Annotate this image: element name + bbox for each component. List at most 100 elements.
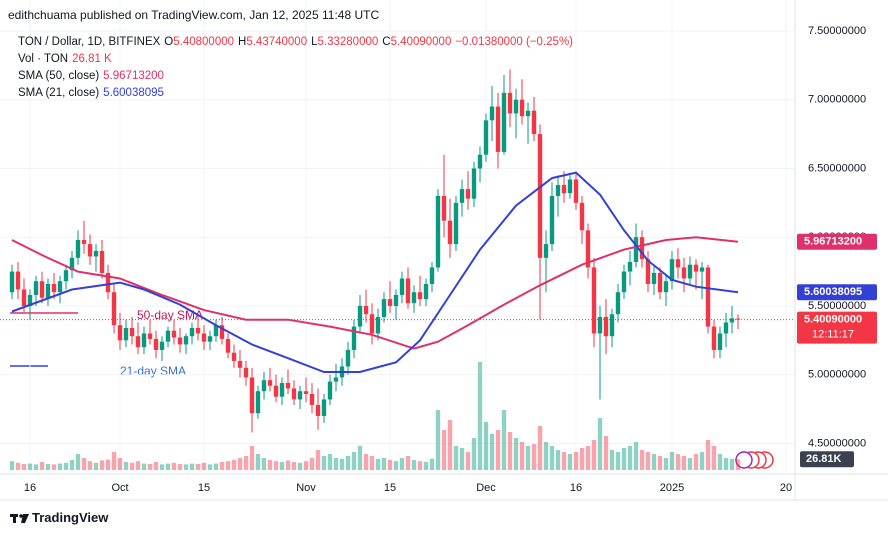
candle-body [603,316,609,337]
candle-body [639,237,645,260]
candle-body [45,283,51,298]
volume-bar [525,446,531,470]
volume-legend: Vol · TON 26.81 K [18,53,116,65]
candle-body [327,381,333,400]
candle-body [33,281,39,295]
x-tick-label: 20 [780,482,792,494]
volume-badge-label: 26.81K [806,453,842,465]
price-badge [797,311,877,344]
quote-value: 5.40800000 [173,36,235,48]
volume-bar [399,458,405,470]
candle-body [633,237,639,262]
candle-body [165,330,171,342]
volume-bar [705,440,711,470]
volume-bar [711,446,717,470]
candle-body [465,189,471,199]
candle-body [375,316,381,334]
x-tick-label: Dec [476,482,496,494]
candle-body [453,202,459,245]
volume-bar [543,442,549,470]
candle-body [189,327,195,337]
volume-bar [81,458,87,470]
candle-body [483,120,489,155]
candle-body [225,338,231,353]
volume-bar [615,452,621,470]
candle-body [573,179,579,203]
candle-body [525,110,531,117]
volume-bar [99,460,105,470]
candle-body [507,92,513,114]
volume-bar [345,456,351,470]
y-tick-label: 6.50000000 [808,162,866,174]
candle-body [381,299,387,317]
volume-bar [87,461,93,470]
volume-bar [273,461,279,470]
price-badge [797,233,877,250]
volume-bar [171,462,177,470]
candle-body [417,292,423,300]
x-tick-label: 15 [198,482,210,494]
candle-body [699,267,705,272]
volume-bar [267,460,273,470]
volume-bar [177,464,183,470]
legend-value: 5.96713200 [103,70,164,82]
volume-bar [423,462,429,470]
volume-bar [117,458,123,470]
legend-label: Vol · TON [18,53,69,65]
volume-bar [315,450,321,470]
candle-body [429,267,435,284]
quote-label: L [311,36,318,48]
volume-bar [291,462,297,470]
quote-value: 5.43740000 [246,36,308,48]
volume-bar [165,463,171,470]
volume-bar [15,462,21,470]
volume-bar [159,464,165,470]
volume-bar [237,458,243,470]
candle-body [393,294,399,306]
volume-bar [363,454,369,470]
volume-bar [135,461,141,470]
volume-bar [681,456,687,470]
countdown: 12:11:17 [812,328,854,340]
candle-body [387,299,393,306]
candle-body [561,184,567,194]
events-icon [735,451,774,469]
candle-body [357,305,363,327]
volume-bar [147,464,153,470]
publisher: edithchuama published on TradingView.com… [8,8,380,22]
volume-bar [21,464,27,470]
y-tick-label: 5.50000000 [808,300,866,312]
volume-bar [519,442,525,470]
candle-body [669,259,675,282]
volume-bar [333,458,339,470]
candle-body [27,294,33,306]
volume-bar [465,452,471,470]
candle-body [687,264,693,279]
volume-bar [555,450,561,470]
candle-body [279,382,285,397]
candle-body [87,244,93,257]
volume-bar [303,461,309,470]
volume-bar [51,464,57,470]
candle-body [315,404,321,416]
candle-body [57,281,63,293]
candle-body [423,283,429,300]
quote-label: C [382,36,391,48]
volume-bar [57,463,63,470]
candle-body [729,318,735,323]
volume-bar [63,462,69,470]
volume-bar [195,464,201,470]
candle-body [249,377,255,414]
candle-body [75,239,81,258]
volume-bar [729,458,735,470]
candle-body [273,385,279,397]
volume-bar [369,456,375,470]
volume-bar [621,448,627,470]
legend-value: 5.60038095 [103,87,164,99]
candle-body [171,330,177,338]
candle-body [93,250,99,257]
volume-bar [255,454,261,470]
candle-body [435,195,441,268]
volume-bar [249,446,255,470]
candle-body [69,257,75,271]
